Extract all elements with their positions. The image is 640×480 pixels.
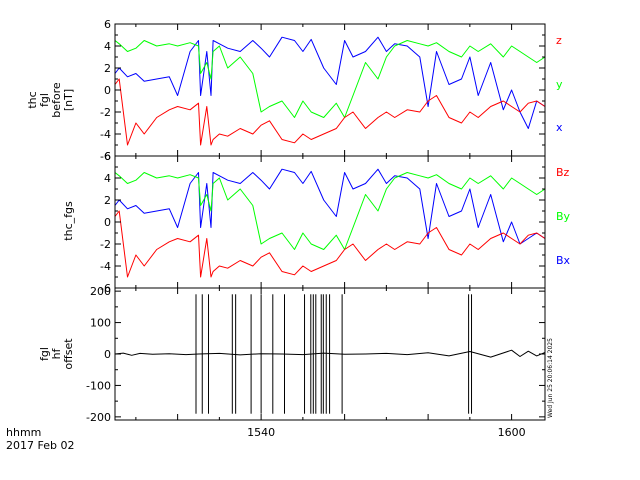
legend-bx: Bx	[556, 254, 571, 267]
ylabel-line-3: offset	[62, 338, 75, 370]
y-tick-label: -4	[100, 128, 111, 141]
y-tick-label: -4	[100, 260, 111, 273]
x-tick-label: 1600	[498, 426, 526, 439]
y-tick-label: 200	[90, 285, 111, 298]
panel-middle-legend: Bz By Bx	[556, 166, 571, 267]
y-tick-label: -100	[86, 379, 111, 392]
y-tick-label: 6	[104, 18, 111, 31]
series-line-z	[114, 78, 546, 146]
series-line-by	[114, 172, 546, 250]
x-tick-label: 1540	[247, 426, 275, 439]
y-tick-label: 2	[104, 194, 111, 207]
y-tick-label: -200	[86, 411, 111, 424]
y-tick-label: -6	[100, 282, 111, 295]
panel-top-ylabel: thc fgl before [nT]	[26, 82, 75, 118]
ylabel-line-2: hf	[50, 347, 63, 359]
date-label: 2017 Feb 02	[6, 439, 74, 452]
series-line-y	[114, 40, 546, 118]
y-tick-label: 0	[104, 348, 111, 361]
time-unit-label: hhmm	[6, 426, 41, 439]
y-tick-label: -2	[100, 106, 111, 119]
panel-bottom: fgl hf offset Wed Jun 25 20:06:14 2025 -…	[38, 285, 554, 439]
panel-top-legend: z y x	[556, 34, 563, 134]
ylabel-line-1: fgl	[38, 347, 51, 361]
timestamp-stamp: Wed Jun 25 20:06:14 2025	[547, 338, 554, 418]
legend-y: y	[556, 78, 563, 91]
y-tick-label: 4	[104, 172, 111, 185]
ylabel-line-2: fgl	[38, 93, 51, 107]
legend-bz: Bz	[556, 166, 570, 179]
ylabel-line-1: thc	[26, 91, 39, 108]
ylabel-line-4: [nT]	[62, 89, 75, 111]
panel-bottom-ylabel: fgl hf offset	[38, 338, 75, 370]
series-line-bz	[114, 210, 546, 278]
series-line-x	[114, 36, 546, 129]
y-tick-label: -6	[100, 150, 111, 163]
y-tick-label: 100	[90, 317, 111, 330]
y-tick-label: 6	[104, 150, 111, 163]
y-tick-label: 0	[104, 216, 111, 229]
legend-by: By	[556, 210, 571, 223]
legend-x: x	[556, 121, 563, 134]
legend-z: z	[556, 34, 562, 47]
series-line-bx	[114, 168, 546, 245]
y-tick-label: -2	[100, 238, 111, 251]
y-tick-label: 0	[104, 84, 111, 97]
y-tick-label: 2	[104, 62, 111, 75]
ylabel-line-3: before	[50, 82, 63, 118]
y-tick-label: 4	[104, 40, 111, 53]
ylabel-line-1: thc_fgs	[62, 201, 75, 241]
panel-middle-ylabel: thc_fgs	[62, 201, 75, 241]
